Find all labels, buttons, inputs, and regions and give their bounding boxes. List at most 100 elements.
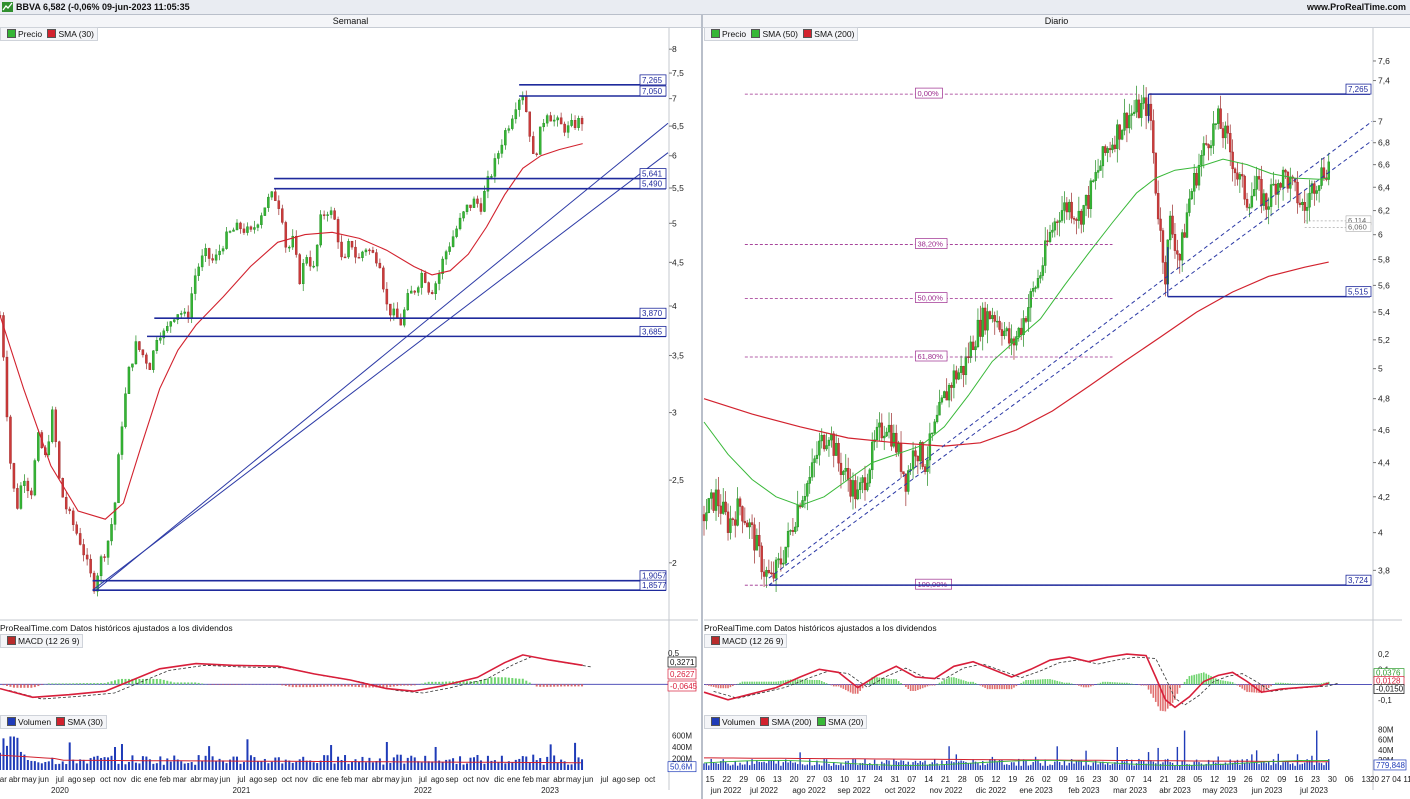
macd-hist-bar bbox=[1275, 682, 1277, 685]
macd-hist-bar bbox=[933, 684, 936, 686]
weekly-panel-title: Semanal bbox=[332, 16, 369, 26]
weekly-ytick-label: 3,5 bbox=[672, 350, 684, 360]
candle-body bbox=[1065, 202, 1069, 213]
volume-bar bbox=[256, 761, 259, 770]
candle-body bbox=[545, 115, 549, 124]
volume-bar bbox=[1126, 759, 1128, 770]
candle-body bbox=[957, 372, 960, 380]
macd-hist-bar bbox=[1087, 684, 1090, 688]
macd-hist-bar bbox=[194, 682, 197, 685]
macd-hist-bar bbox=[950, 677, 953, 685]
volume-bar bbox=[751, 759, 753, 770]
site-url[interactable]: www.ProRealTime.com bbox=[1306, 2, 1406, 12]
candle-body bbox=[375, 252, 378, 264]
weekly-x-label: jun bbox=[37, 775, 49, 784]
daily-minor-label: 6,114 bbox=[1348, 216, 1366, 225]
candle-body bbox=[1183, 232, 1186, 238]
candle-body bbox=[197, 266, 200, 276]
candle-body bbox=[741, 506, 744, 522]
candle-body bbox=[305, 257, 308, 264]
daily-ytick-label: 6 bbox=[1378, 230, 1383, 240]
macd-hist-bar bbox=[1183, 681, 1186, 685]
daily-legend-volume: Volumen bbox=[722, 717, 756, 727]
volume-bar bbox=[507, 761, 510, 770]
candle-body bbox=[1219, 108, 1222, 129]
panel-divider[interactable] bbox=[701, 15, 703, 799]
volume-bar bbox=[211, 756, 214, 770]
volume-bar bbox=[897, 762, 900, 770]
candle-body bbox=[950, 384, 953, 388]
candle-body bbox=[416, 287, 420, 293]
volume-bar bbox=[291, 762, 294, 770]
volume-bar bbox=[1032, 762, 1034, 770]
macd-hist-bar bbox=[33, 684, 36, 688]
daily-volume-sma20-line bbox=[703, 759, 1329, 766]
candle-body bbox=[1125, 112, 1129, 129]
macd-hist-bar bbox=[799, 679, 801, 685]
candle-body bbox=[1070, 201, 1073, 219]
daily-x-label: 28 bbox=[1177, 775, 1186, 784]
volume-bar bbox=[511, 762, 514, 770]
weekly-level-label: 1,8577 bbox=[642, 581, 667, 590]
daily-ytick-label: 4 bbox=[1378, 528, 1383, 538]
volume-bar bbox=[173, 755, 176, 770]
candle-body bbox=[1305, 206, 1309, 211]
daily-month-label: ago 2022 bbox=[792, 786, 826, 795]
volume-bar bbox=[263, 758, 266, 770]
volume-bar bbox=[546, 756, 549, 770]
candle-body bbox=[82, 544, 85, 556]
macd-hist-bar bbox=[497, 677, 500, 685]
volume-bar bbox=[1013, 762, 1015, 770]
macd-hist-bar bbox=[751, 681, 753, 685]
macd-hist-bar bbox=[1176, 684, 1179, 694]
macd-hist-bar bbox=[1005, 684, 1008, 690]
volume-bar bbox=[724, 761, 727, 770]
candle-body bbox=[738, 498, 742, 507]
macd-hist-bar bbox=[753, 681, 756, 685]
candle-body bbox=[801, 500, 804, 508]
macd-hist-bar bbox=[1284, 683, 1287, 685]
daily-volume-current-label: 779,848 bbox=[1376, 761, 1405, 770]
daily-x-label: 23 bbox=[1092, 775, 1101, 784]
volume-bar bbox=[194, 764, 197, 770]
volume-bar bbox=[1272, 759, 1275, 770]
macd-hist-bar bbox=[856, 684, 859, 694]
macd-hist-bar bbox=[542, 684, 545, 687]
daily-x-label: 20 bbox=[790, 775, 799, 784]
macd-hist-bar bbox=[1287, 683, 1289, 685]
macd-hist-bar bbox=[1114, 682, 1116, 685]
volume-bar bbox=[1239, 764, 1241, 770]
volume-swatch bbox=[711, 717, 720, 726]
candle-body bbox=[837, 443, 840, 464]
macd-hist-bar bbox=[364, 684, 367, 688]
candle-body bbox=[193, 275, 197, 294]
volume-bar bbox=[705, 762, 708, 770]
candle-body bbox=[1077, 210, 1081, 221]
candle-body bbox=[731, 518, 735, 520]
volume-bar bbox=[847, 760, 849, 770]
macd-hist-bar bbox=[864, 684, 866, 686]
daily-level-box bbox=[1345, 83, 1372, 95]
candle-body bbox=[928, 433, 932, 461]
macd-hist-bar bbox=[354, 684, 357, 687]
volume-bar bbox=[528, 762, 531, 770]
candle-body bbox=[1082, 205, 1085, 225]
candle-body bbox=[246, 226, 249, 233]
volume-bar bbox=[909, 764, 912, 770]
volume-bar bbox=[1054, 761, 1056, 770]
candle-body bbox=[232, 229, 235, 232]
weekly-source-note: ProRealTime.com Datos históricos ajustad… bbox=[0, 623, 233, 633]
candle-body bbox=[54, 409, 58, 442]
macd-hist-bar bbox=[1178, 684, 1181, 688]
volume-bar bbox=[1003, 764, 1006, 770]
volume-bar bbox=[1051, 765, 1054, 770]
daily-level-box bbox=[1345, 574, 1372, 586]
candle-body bbox=[96, 575, 99, 592]
candle-body bbox=[1041, 265, 1045, 276]
volume-bar bbox=[948, 746, 950, 770]
macd-hist-bar bbox=[960, 679, 962, 685]
macd-hist-bar bbox=[187, 682, 190, 685]
candle-body bbox=[159, 337, 162, 341]
volume-bar bbox=[828, 763, 830, 770]
candle-body bbox=[152, 350, 155, 370]
